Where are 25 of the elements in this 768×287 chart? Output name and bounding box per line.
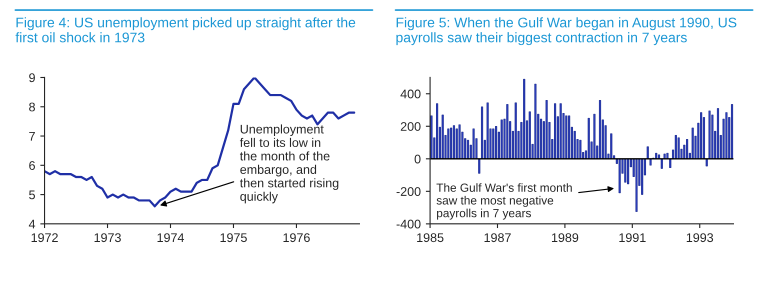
- x-tick-label: 1985: [417, 233, 444, 242]
- x-tick-label: 1972: [32, 233, 58, 242]
- x-tick-label: 1974: [158, 233, 184, 242]
- y-tick-label: 7: [29, 132, 35, 141]
- annotation: Unemployment fell to its low in the month of the embargo, and then started rising quickly: [240, 124, 338, 204]
- y-tick-label: 4: [28, 220, 36, 228]
- annotation: The Gulf War's first month saw the most negative payrolls in 7 years: [436, 183, 572, 220]
- y-tick-label: -400: [396, 220, 421, 229]
- x-tick-label: 1991: [619, 233, 646, 242]
- y-tick-label: 6: [29, 161, 35, 170]
- x-tick-label: 1987: [484, 233, 511, 242]
- x-tick-label: 1976: [284, 233, 310, 242]
- chart-title: Figure 4: US unemployment picked up straight after the first oil shock in 1973: [16, 17, 356, 42]
- y-tick-label: 9: [29, 73, 35, 82]
- y-tick-label: -200: [396, 187, 421, 196]
- y-tick-label: 200: [400, 122, 421, 131]
- x-tick-label: 1989: [552, 233, 578, 242]
- x-tick-label: 1973: [94, 233, 121, 242]
- y-tick-label: 5: [29, 190, 35, 200]
- x-tick-label: 1993: [686, 233, 714, 242]
- y-tick-label: 8: [29, 102, 35, 112]
- y-tick-label: 400: [400, 90, 421, 98]
- x-tick-label: 1975: [220, 233, 247, 242]
- chart-title: Figure 5: When the Gulf War began in August 1990, US payrolls saw their biggest contraction in 7 years: [396, 17, 736, 46]
- y-tick-label: 0: [414, 154, 421, 164]
